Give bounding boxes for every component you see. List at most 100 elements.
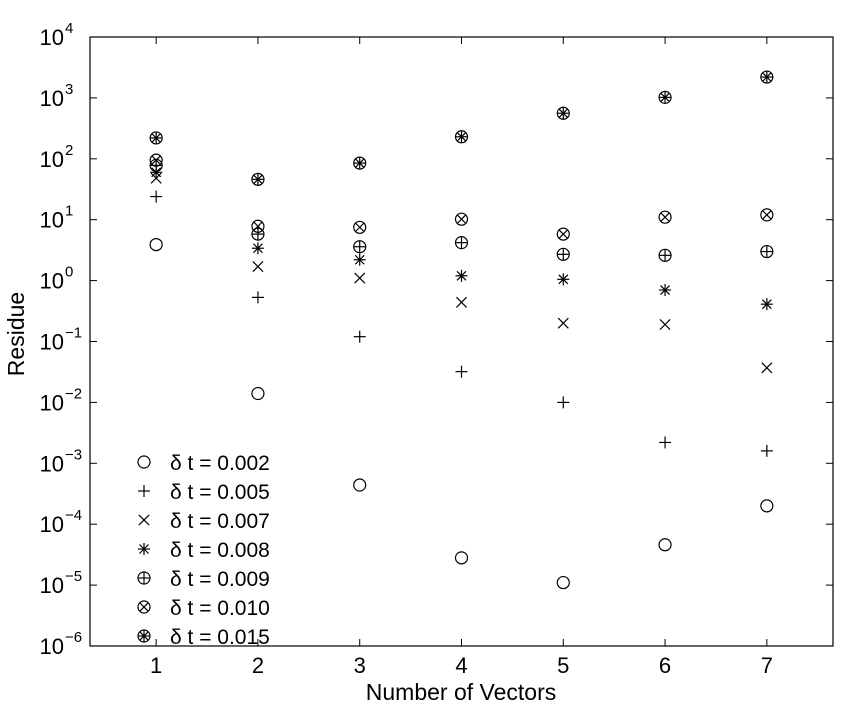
legend-marker xyxy=(137,455,151,469)
legend-marker xyxy=(138,485,150,497)
marker-d2-stroke xyxy=(354,158,365,168)
y-tick-exponent: −2 xyxy=(65,385,82,402)
marker-circle-part xyxy=(454,551,469,565)
marker-circle-part xyxy=(137,600,151,614)
y-tick-exponent: −5 xyxy=(65,568,82,585)
y-tick-exponent: −1 xyxy=(65,325,82,342)
series-points xyxy=(149,70,774,186)
series-points xyxy=(149,153,774,241)
data-point xyxy=(658,90,672,104)
marker-circle-part xyxy=(658,210,672,224)
marker-circle-part xyxy=(658,538,672,552)
series-points xyxy=(150,166,773,311)
marker-d2-stroke xyxy=(761,362,773,374)
marker-d2-stroke xyxy=(456,214,467,224)
data-point xyxy=(150,190,163,203)
marker-d2-stroke xyxy=(558,274,569,285)
marker-d2-stroke xyxy=(354,272,366,284)
y-tick-label: 10 xyxy=(40,208,64,233)
marker-circle-part xyxy=(760,208,774,222)
y-tick-label: 10 xyxy=(40,573,64,598)
marker-circle-part xyxy=(251,386,265,401)
data-marks xyxy=(149,70,774,590)
data-point xyxy=(557,317,569,329)
marker-d2-stroke xyxy=(558,229,569,239)
legend-marker xyxy=(138,543,150,555)
data-point xyxy=(556,106,570,120)
marker-d2-stroke xyxy=(659,318,671,331)
data-point xyxy=(251,386,265,401)
data-point xyxy=(760,244,774,259)
data-point xyxy=(760,444,773,457)
data-point xyxy=(454,551,469,565)
x-tick-label: 3 xyxy=(354,653,366,678)
legend-label: δ t = 0.010 xyxy=(170,597,270,620)
series-points xyxy=(149,158,774,262)
y-tick-label: 10 xyxy=(40,512,64,537)
x-tick-label: 7 xyxy=(761,653,773,678)
y-tick-exponent: −4 xyxy=(65,507,82,524)
y-tick-label: 10 xyxy=(40,634,64,659)
data-point xyxy=(252,261,264,273)
marker-d2-stroke xyxy=(253,174,263,185)
y-tick-label: 10 xyxy=(40,451,64,476)
x-tick-label: 1 xyxy=(150,653,162,678)
marker-d2-stroke xyxy=(557,317,569,329)
data-point xyxy=(760,208,774,222)
legend-marker xyxy=(138,514,150,526)
marker-circle-part xyxy=(454,212,469,226)
data-point xyxy=(455,365,468,378)
data-point xyxy=(149,238,163,252)
data-point xyxy=(251,291,264,304)
data-point xyxy=(556,575,570,590)
marker-circle-part xyxy=(353,220,367,234)
data-point xyxy=(557,396,570,409)
marker-d2-stroke xyxy=(456,132,467,142)
y-tick-exponent: 0 xyxy=(65,264,73,281)
legend-label: δ t = 0.005 xyxy=(170,481,270,504)
marker-d2-stroke xyxy=(139,602,149,612)
marker-d2-stroke xyxy=(354,222,365,233)
data-point xyxy=(149,153,163,167)
marker-circle-part xyxy=(137,455,151,469)
x-tick-label: 4 xyxy=(455,653,467,678)
data-point xyxy=(659,436,672,449)
y-tick-label: 10 xyxy=(40,25,64,50)
data-point xyxy=(454,236,469,250)
legend-marker xyxy=(137,571,151,585)
marker-d2-stroke xyxy=(455,296,468,308)
data-point xyxy=(454,212,469,226)
data-point xyxy=(353,478,367,492)
x-tick-label: 2 xyxy=(252,653,264,678)
data-point xyxy=(556,227,570,241)
marker-d2-stroke xyxy=(762,72,772,82)
marker-d2-stroke xyxy=(253,221,263,232)
marker-d2-stroke xyxy=(354,254,365,265)
legend-label: δ t = 0.007 xyxy=(170,510,270,533)
data-point xyxy=(556,247,570,261)
data-point xyxy=(760,70,774,84)
data-point xyxy=(353,240,367,254)
y-tick-label: 10 xyxy=(40,147,64,172)
legend-marker xyxy=(137,629,151,643)
y-tick-label: 10 xyxy=(40,330,64,355)
marker-d2-stroke xyxy=(762,210,772,220)
series-points xyxy=(150,190,773,457)
marker-d2-stroke xyxy=(138,514,150,526)
data-point xyxy=(455,269,468,282)
data-point xyxy=(658,538,672,552)
data-point xyxy=(454,130,469,144)
marker-d2-stroke xyxy=(139,544,149,554)
data-point xyxy=(760,499,774,513)
data-point xyxy=(761,362,773,374)
data-point xyxy=(658,210,672,224)
marker-d2-stroke xyxy=(151,167,162,178)
legend-label: δ t = 0.008 xyxy=(170,539,270,562)
data-point xyxy=(659,284,672,297)
marker-d2-stroke xyxy=(151,133,161,143)
data-point xyxy=(149,131,163,145)
data-point xyxy=(353,156,367,170)
marker-circle-part xyxy=(149,153,163,167)
legend-marker xyxy=(137,600,151,614)
